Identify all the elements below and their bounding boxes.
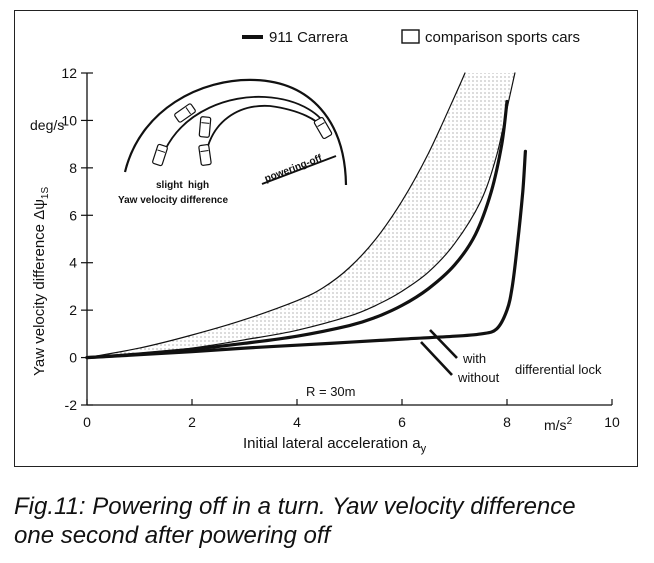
x-unit-label: m/s2 (544, 416, 573, 433)
y-tick-label: 8 (69, 160, 77, 176)
x-tick-label: 0 (83, 414, 91, 430)
caption-line-2: one second after powering off (14, 522, 331, 549)
inset-yaw-velocity-difference-label: Yaw velocity difference (118, 195, 228, 206)
comparison-shaded-band (87, 73, 515, 358)
annotation-with-leader (429, 329, 458, 359)
y-tick-label: 12 (61, 65, 77, 81)
annotation-differential-lock: differential lock (515, 362, 602, 377)
legend-carrera-label: 911 Carrera (269, 29, 349, 46)
inset-high-label: high (188, 180, 209, 191)
inset-slight-label: slight (156, 180, 183, 191)
y-tick-label: -2 (65, 397, 78, 413)
y-tick-label: 2 (69, 302, 77, 318)
inset-car-5 (313, 116, 333, 140)
inset-car-4 (198, 144, 212, 166)
caption-line-1: Fig.11: Powering off in a turn. Yaw velo… (14, 493, 576, 520)
y-tick-label: 10 (61, 112, 77, 128)
inset-car-3 (198, 116, 212, 138)
legend-comparison-label: comparison sports cars (425, 29, 580, 46)
inset-car-2 (174, 103, 196, 123)
x-tick-label: 10 (604, 414, 620, 430)
y-unit-label: deg/s (30, 117, 64, 133)
inset-powering-off-label: powering-off (263, 153, 324, 185)
series-line-comparison-upper (86, 72, 466, 359)
x-tick-label: 2 (188, 414, 196, 430)
figure-caption: Fig.11: Powering off in a turn. Yaw velo… (14, 492, 644, 550)
inset-middle-arc (164, 95, 331, 151)
x-axis-title: Initial lateral acceleration ay (243, 435, 427, 455)
annotation-radius: R = 30m (306, 384, 356, 399)
figure-frame (14, 10, 638, 467)
axes (86, 73, 612, 406)
inset-car-1 (152, 143, 168, 167)
x-tick-label: 6 (398, 414, 406, 430)
annotation-without: without (457, 370, 500, 385)
y-tick-label: 4 (69, 255, 77, 271)
inset-outer-arc (123, 78, 348, 186)
series-line-with-differential-lock (85, 149, 527, 360)
x-tick-label: 8 (503, 414, 511, 430)
inset-inner-arc (204, 105, 326, 161)
y-tick-label: 0 (69, 350, 77, 366)
series-line-without-differential-lock (85, 99, 509, 360)
annotation-without-leader (420, 341, 453, 376)
inset-powering-off-marker (261, 155, 337, 185)
x-ticks: 0 2 4 6 8 10 (83, 399, 620, 430)
series-line-comparison-lower (86, 72, 516, 359)
annotation-with: with (462, 351, 486, 366)
y-ticks: -2 0 2 4 6 8 10 12 (61, 65, 93, 413)
legend-comparison-box-swatch (401, 29, 420, 44)
inset-turn-sketch: powering-off slight high Yaw velocity di… (118, 78, 348, 206)
series-group (85, 72, 527, 360)
y-axis-title: Yaw velocity difference Δψ1S (31, 187, 51, 376)
legend: 911 Carrera comparison sports cars (242, 29, 580, 46)
chart: 911 Carrera comparison sports cars 0 2 4 6 8… (30, 29, 620, 455)
x-tick-label: 4 (293, 414, 301, 430)
y-tick-label: 6 (69, 207, 77, 223)
